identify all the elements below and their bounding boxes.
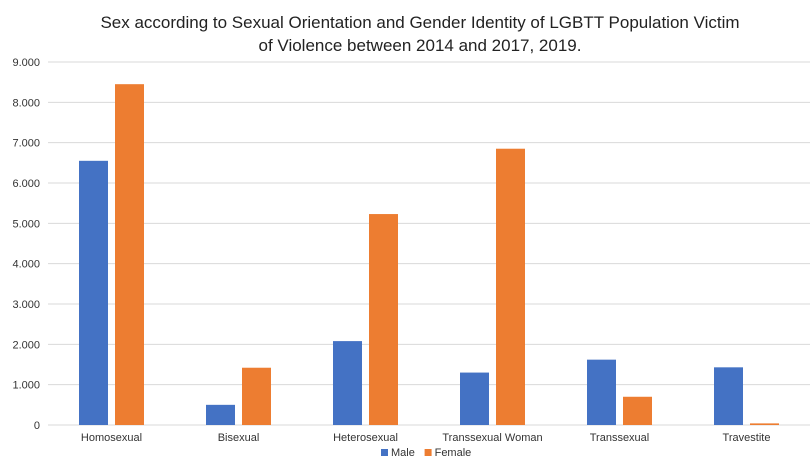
x-tick-label: Heterosexual [333, 432, 398, 444]
bar-female-homosexual [115, 84, 144, 425]
y-tick-label: 4.000 [12, 259, 40, 271]
legend-swatch-female [424, 449, 432, 456]
y-tick-label: 5.000 [12, 218, 40, 230]
y-tick-label: 8.000 [12, 97, 40, 109]
y-tick-label: 6.000 [12, 178, 40, 190]
bar-female-transsexual-woman [496, 148, 525, 425]
y-tick-label: 7.000 [12, 138, 40, 150]
bar-female-heterosexual [369, 214, 398, 425]
legend-label-female: Female [435, 447, 472, 459]
y-axis-ticks: 0 1.000 2.000 3.000 4.000 5.000 6.000 7.000 8.00… [12, 57, 40, 432]
bars [79, 84, 779, 426]
bar-male-transsexual [587, 359, 616, 425]
chart-title-line-1: Sex according to Sexual Orientation and … [100, 13, 739, 32]
bar-male-heterosexual [333, 341, 362, 425]
bar-male-transsexual-woman [460, 372, 489, 425]
y-tick-label: 2.000 [12, 339, 40, 351]
y-tick-label: 9.000 [12, 57, 40, 69]
chart-title-line-2: of Violence between 2014 and 2017, 2019. [259, 36, 582, 55]
bar-male-homosexual [79, 160, 108, 426]
x-tick-label: Transsexual Woman [442, 432, 542, 444]
y-tick-label: 1.000 [12, 380, 40, 392]
legend-label-male: Male [391, 447, 415, 459]
x-axis-ticks: Homosexual Bisexual Heterosexual Transsexua… [81, 432, 771, 444]
bar-male-travestite [714, 367, 743, 425]
legend: Male Female [381, 447, 471, 459]
x-tick-label: Homosexual [81, 432, 142, 444]
x-tick-label: Bisexual [218, 432, 260, 444]
bar-female-travestite [750, 423, 779, 425]
bar-female-bisexual [242, 367, 271, 425]
y-tick-label: 0 [34, 420, 40, 432]
x-tick-label: Transsexual [590, 432, 650, 444]
legend-swatch-male [381, 449, 388, 456]
bar-male-bisexual [206, 404, 235, 425]
x-tick-label: Travestite [723, 432, 771, 444]
gridlines [48, 61, 810, 426]
y-tick-label: 3.000 [12, 299, 40, 311]
bar-female-transsexual [623, 396, 652, 425]
